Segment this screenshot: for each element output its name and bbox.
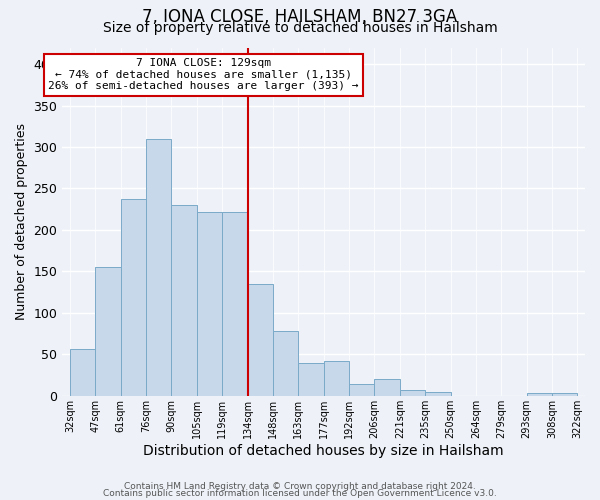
Bar [527, 394, 552, 396]
Bar [222, 212, 248, 396]
Bar [552, 394, 577, 396]
Bar [95, 268, 121, 396]
Y-axis label: Number of detached properties: Number of detached properties [15, 123, 28, 320]
Bar [323, 361, 349, 396]
Bar [425, 392, 451, 396]
Bar [374, 379, 400, 396]
Bar [298, 362, 323, 396]
Text: 7 IONA CLOSE: 129sqm
← 74% of detached houses are smaller (1,135)
26% of semi-de: 7 IONA CLOSE: 129sqm ← 74% of detached h… [48, 58, 359, 91]
Bar [273, 331, 298, 396]
Text: Size of property relative to detached houses in Hailsham: Size of property relative to detached ho… [103, 21, 497, 35]
Bar [248, 284, 273, 396]
Text: 7, IONA CLOSE, HAILSHAM, BN27 3GA: 7, IONA CLOSE, HAILSHAM, BN27 3GA [142, 8, 458, 26]
Bar [349, 384, 374, 396]
Bar [146, 138, 172, 396]
Bar [172, 205, 197, 396]
Text: Contains HM Land Registry data © Crown copyright and database right 2024.: Contains HM Land Registry data © Crown c… [124, 482, 476, 491]
X-axis label: Distribution of detached houses by size in Hailsham: Distribution of detached houses by size … [143, 444, 504, 458]
Text: Contains public sector information licensed under the Open Government Licence v3: Contains public sector information licen… [103, 488, 497, 498]
Bar [400, 390, 425, 396]
Bar [197, 212, 222, 396]
Bar [70, 348, 95, 396]
Bar [121, 200, 146, 396]
